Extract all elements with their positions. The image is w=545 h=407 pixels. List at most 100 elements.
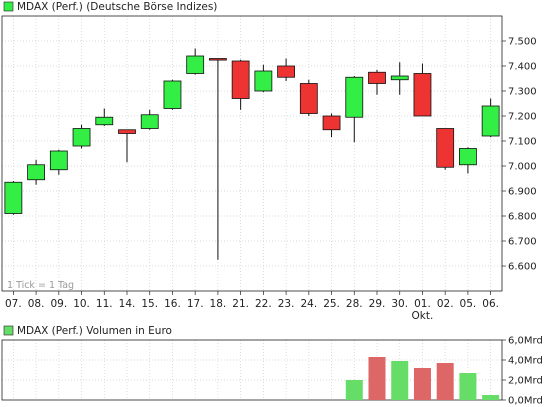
price-legend-label: MDAX (Perf.) (Deutsche Börse Indizes)	[17, 1, 217, 13]
candle	[231, 59, 250, 110]
tick-note: 1 Tick = 1 Tag	[7, 280, 74, 291]
price-y-tick-label: 7.400	[508, 62, 537, 73]
volume-legend-swatch	[3, 325, 14, 336]
candle-body	[436, 128, 455, 168]
candle	[436, 128, 455, 170]
price-x-tick-label: 07.	[5, 298, 22, 310]
volume-bar	[459, 373, 477, 400]
candle-body	[459, 148, 477, 166]
price-x-tick-label: 30.	[391, 298, 408, 310]
price-x-tick-label: 28.	[346, 298, 363, 310]
candle-body	[277, 65, 295, 78]
candle	[186, 48, 205, 75]
volume-bar	[368, 357, 386, 400]
price-x-axis: 07. 08. 09. 10. 11. 14. 15. 16. 17. 18. 21. 22. 23. 2…	[5, 291, 499, 322]
price-gridlines	[2, 16, 502, 291]
candle	[4, 181, 23, 215]
candle	[299, 79, 318, 116]
price-x-tick-label: 16.	[164, 298, 181, 310]
candle	[163, 79, 182, 110]
candle-body	[140, 114, 159, 129]
volume-y-tick-label: 6,0Mrd	[508, 336, 543, 347]
candle	[95, 108, 114, 126]
candle	[322, 113, 341, 138]
price-x-tick-label: 25.	[323, 298, 340, 310]
candle-body	[368, 71, 386, 84]
candle-body	[163, 80, 182, 109]
price-y-tick-label: 7.200	[508, 112, 537, 123]
candle-body	[186, 55, 205, 74]
candle	[345, 76, 364, 143]
volume-bars	[345, 357, 500, 400]
price-x-tick-label: 24.	[300, 298, 317, 310]
candle-body	[4, 181, 23, 214]
candle-body	[118, 129, 136, 134]
candle	[118, 129, 136, 163]
price-x-tick-label: 14.	[119, 298, 136, 310]
price-y-tick-label: 7.300	[508, 87, 537, 98]
volume-y-tick-label: 4,0Mrd	[508, 356, 543, 367]
candle	[277, 58, 295, 81]
candle	[27, 159, 45, 185]
price-plot-frame	[1, 15, 503, 292]
price-y-axis: 6.600 6.700 6.800 6.900 7.000 7.100 7.200 7.300…	[502, 37, 537, 273]
candle	[72, 124, 91, 149]
volume-y-tick-label: 0,0Mrd	[508, 396, 543, 407]
candle-body	[345, 76, 364, 118]
price-legend-swatch	[3, 1, 14, 12]
volume-y-tick-label: 2,0Mrd	[508, 376, 543, 387]
price-x-tick-label: 29.	[369, 298, 386, 310]
price-candles	[4, 48, 500, 260]
price-x-tick-label: 08.	[28, 298, 45, 310]
candle	[481, 98, 500, 138]
price-x-tick-label: 21.	[232, 298, 249, 310]
price-x-tick-label: 02.	[437, 298, 454, 310]
volume-bar	[413, 368, 431, 400]
price-y-tick-label: 7.500	[508, 37, 537, 48]
price-x-tick-label: 23.	[278, 298, 295, 310]
candle-body	[299, 83, 318, 114]
candle	[209, 58, 227, 260]
price-x-tick-label: 15.	[141, 298, 158, 310]
candle-body	[481, 105, 500, 137]
volume-bar	[391, 361, 409, 400]
price-y-tick-label: 7.100	[508, 137, 537, 148]
price-y-tick-label: 6.900	[508, 187, 537, 198]
candle-body	[390, 75, 409, 81]
price-x-tick-label: 11.	[96, 298, 113, 310]
candle-body	[254, 70, 273, 92]
price-x-tick-label: 09.	[50, 298, 67, 310]
candle-body	[231, 60, 250, 99]
candle	[49, 149, 68, 175]
price-x-tick-label: 22.	[255, 298, 272, 310]
volume-legend-label: MDAX (Perf.) Volumen in Euro	[17, 325, 172, 337]
price-x-tick-label: 01.	[414, 298, 431, 310]
candle-body	[322, 115, 341, 131]
candle	[459, 147, 477, 174]
volume-plot-frame	[1, 339, 503, 401]
price-y-tick-label: 6.600	[508, 262, 537, 273]
price-x-tick-label: 18.	[210, 298, 227, 310]
candle-body	[209, 58, 227, 61]
price-x-tick-label: 10.	[73, 298, 90, 310]
volume-bar	[482, 395, 500, 400]
price-x-sublabel: Okt.	[412, 310, 434, 322]
candle	[413, 63, 432, 117]
price-x-tick-label: 06.	[482, 298, 499, 310]
candle-body	[413, 73, 432, 117]
candle	[140, 109, 159, 130]
candle	[368, 69, 386, 95]
candle-body	[95, 116, 114, 126]
price-x-tick-label: 17.	[187, 298, 204, 310]
candle-body	[49, 150, 68, 171]
candle	[254, 64, 273, 93]
volume-y-axis: 0,0Mrd 2,0Mrd 4,0Mrd 6,0Mrd	[502, 336, 543, 407]
price-y-tick-label: 6.800	[508, 212, 537, 223]
price-y-tick-label: 7.000	[508, 162, 537, 173]
volume-bar	[345, 380, 363, 400]
price-x-tick-label: 05.	[460, 298, 477, 310]
price-y-tick-label: 6.700	[508, 237, 537, 248]
volume-bar	[436, 363, 454, 400]
candle	[390, 62, 409, 95]
